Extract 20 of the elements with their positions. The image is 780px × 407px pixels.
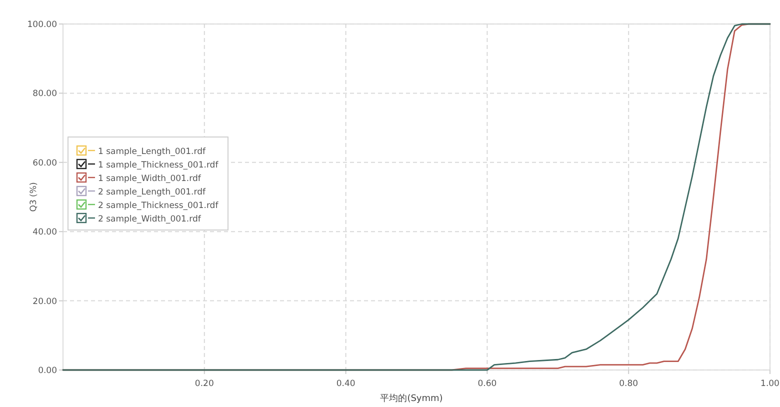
legend-label: 1 sample_Width_001.rdf (98, 174, 202, 184)
y-tick-label: 60.00 (32, 158, 57, 168)
y-tick-label: 20.00 (32, 296, 57, 307)
y-tick-label: 0.00 (38, 366, 57, 376)
x-tick-label: 0.80 (619, 379, 638, 389)
legend-label: 2 sample_Length_001.rdf (98, 188, 206, 198)
line-series (62, 23, 771, 371)
y-tick-label: 40.00 (32, 228, 57, 238)
x-tick-label: 0.40 (336, 379, 356, 389)
legend-label: 1 sample_Length_001.rdf (98, 147, 206, 157)
x-axis-title: 平均的(Symm) (380, 393, 443, 404)
y-tick-label: 100.00 (27, 20, 57, 30)
x-tick-label: 0.20 (194, 379, 214, 389)
y-axis-title: Q3 (%) (29, 182, 39, 212)
x-tick-label: 0.60 (478, 379, 497, 389)
x-tick-label: 1.00 (760, 379, 780, 389)
legend-label: 1 sample_Thickness_001.rdf (98, 160, 220, 170)
y-tick-label: 80.00 (32, 89, 57, 100)
legend-label: 2 sample_Thickness_001.rdf (98, 201, 220, 211)
legend-label: 2 sample_Width_001.rdf (98, 214, 202, 224)
